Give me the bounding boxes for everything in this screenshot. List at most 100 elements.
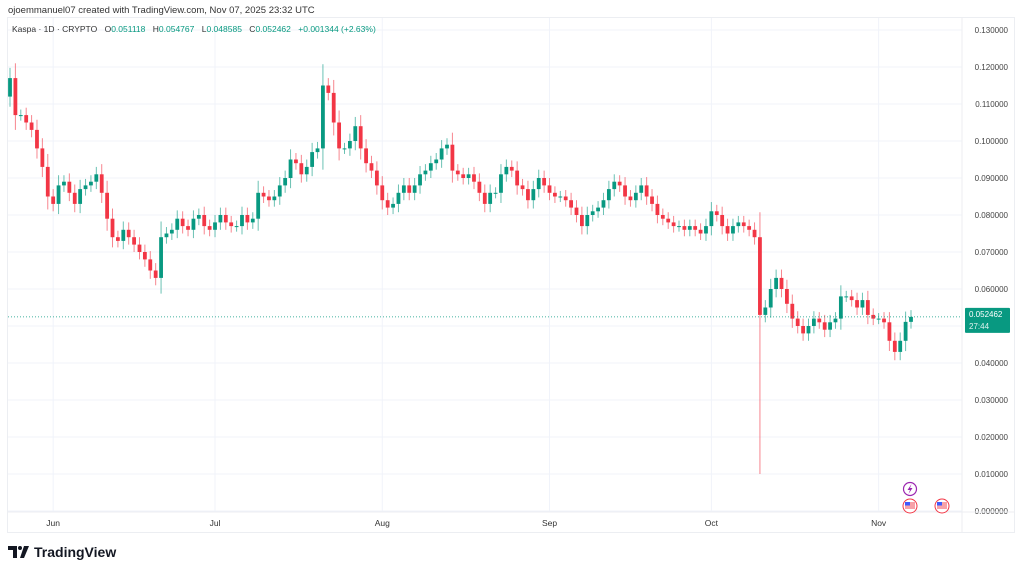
candle-body xyxy=(898,340,903,352)
candle xyxy=(612,174,617,197)
x-tick-label: Aug xyxy=(375,518,390,528)
x-tick-label: Jun xyxy=(46,518,60,528)
y-tick-label: 0.130000 xyxy=(975,26,1009,35)
candle xyxy=(45,153,50,210)
candle xyxy=(8,67,12,107)
candle-body xyxy=(617,181,622,186)
candle-body xyxy=(563,196,568,201)
candle-body xyxy=(450,144,455,171)
candle xyxy=(299,154,304,183)
candle-body xyxy=(909,316,913,322)
candle xyxy=(94,166,99,190)
candle-body xyxy=(542,178,547,186)
low-label: L xyxy=(201,24,207,34)
candle xyxy=(623,177,627,205)
candle xyxy=(639,178,644,201)
bar-countdown: 27:44 xyxy=(969,322,990,331)
candle-body xyxy=(326,85,331,93)
open-label: O xyxy=(104,24,112,34)
candle-body xyxy=(116,237,120,241)
candle-body xyxy=(72,192,77,204)
candle xyxy=(159,221,163,294)
candle-body xyxy=(828,322,832,330)
candle xyxy=(779,269,784,298)
candle xyxy=(509,160,514,178)
candle xyxy=(283,170,288,193)
candle-body xyxy=(590,211,595,215)
symbol-label[interactable]: Kaspa · 1D · CRYPTO xyxy=(12,24,98,34)
candle xyxy=(240,206,244,235)
candle-body xyxy=(741,222,746,227)
candle xyxy=(218,207,223,230)
candle-body xyxy=(865,300,870,315)
y-tick-label: 0.030000 xyxy=(975,396,1009,405)
candle xyxy=(175,210,180,239)
candle-body xyxy=(709,211,714,227)
candle xyxy=(574,200,579,223)
candle xyxy=(725,218,730,241)
candle xyxy=(186,219,190,237)
candle xyxy=(790,294,795,328)
candle-body xyxy=(752,229,757,238)
candle-body xyxy=(531,189,536,201)
candle-body xyxy=(196,215,201,219)
candle xyxy=(353,116,358,151)
candle xyxy=(585,206,590,235)
candle-body xyxy=(785,289,789,304)
candle-body xyxy=(855,300,859,308)
candle xyxy=(844,290,849,302)
y-tick-label: 0.080000 xyxy=(975,211,1009,220)
candle-body xyxy=(213,222,217,230)
candle xyxy=(558,190,563,203)
x-tick-label: Sep xyxy=(542,518,557,528)
lightning-event-icon[interactable] xyxy=(902,481,918,497)
candle xyxy=(833,312,838,329)
candle-body xyxy=(175,218,180,230)
candle xyxy=(461,167,466,185)
close-label: C xyxy=(249,24,256,34)
candle xyxy=(142,244,147,267)
candle xyxy=(207,219,212,237)
candle-body xyxy=(83,185,88,190)
candle-body xyxy=(234,226,239,228)
candle-body xyxy=(704,226,708,234)
candle xyxy=(849,289,854,307)
candle xyxy=(418,165,422,194)
candle xyxy=(245,207,250,230)
y-tick-label: 0.120000 xyxy=(975,63,1009,72)
candle xyxy=(876,313,881,325)
candle-body xyxy=(509,166,514,171)
candle xyxy=(828,314,832,338)
change-value: +0.001344 (+2.63%) xyxy=(298,24,376,34)
candle xyxy=(148,251,153,279)
candle xyxy=(153,263,158,286)
candle xyxy=(439,140,444,168)
last-price-value: 0.052462 xyxy=(969,310,1003,319)
candle-body xyxy=(202,215,207,227)
candle-body xyxy=(520,185,525,190)
candle xyxy=(380,176,385,210)
candle-body xyxy=(99,174,104,193)
candle xyxy=(860,292,865,315)
candle xyxy=(892,332,897,361)
y-tick-label: 0.100000 xyxy=(975,137,1009,146)
candle-body xyxy=(18,115,23,117)
candle-body xyxy=(45,166,50,197)
candle xyxy=(731,218,735,241)
us-flag-event-icon[interactable] xyxy=(902,498,918,514)
candle-body xyxy=(585,215,590,227)
us-flag-event-icon[interactable] xyxy=(934,498,950,514)
candle xyxy=(682,219,687,237)
candle xyxy=(515,161,520,195)
candle-body xyxy=(768,289,773,308)
candle xyxy=(601,192,606,215)
candle-body xyxy=(62,181,66,186)
candle-body xyxy=(806,326,811,334)
candle-body xyxy=(763,307,768,315)
candle xyxy=(801,318,805,341)
candle-body xyxy=(655,203,660,215)
candle xyxy=(714,204,719,222)
candle xyxy=(267,190,271,207)
candle-body xyxy=(482,192,487,204)
